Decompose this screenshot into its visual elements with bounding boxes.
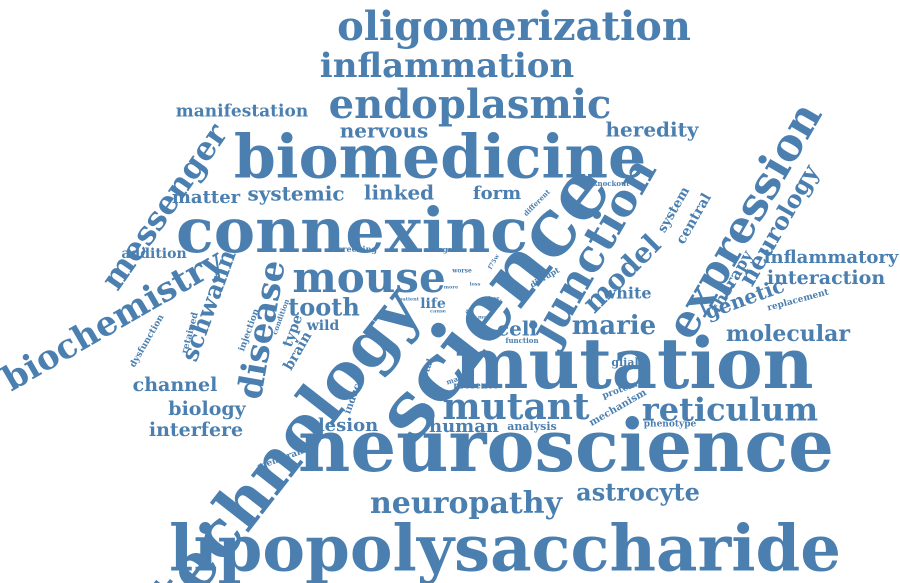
word-life: life [420,296,446,312]
word-function: function [505,336,538,345]
word-molecular: molecular [726,321,850,347]
word-inflammatory: inflammatory [764,247,899,268]
word-knockout: knockout [593,179,630,188]
word-neuroscience: neuroscience [298,403,834,488]
word-lesion: lesion [318,415,378,436]
word-human: human [429,416,499,437]
word-cause: cause [430,309,446,315]
word-screening: screening [333,244,377,254]
word-addition: addition [121,246,186,262]
word-presence: presence [453,382,499,392]
word-systemic: systemic [247,182,344,206]
word-mutant: mutant [442,386,589,428]
word-mod: mod [478,315,491,321]
word-str: str [496,298,505,308]
word-loss: loss [470,282,481,288]
word-oligomerization: oligomerization [337,3,691,50]
word-white: white [601,284,651,303]
word-analysis: analysis [507,420,556,433]
word-form: form [473,183,521,204]
word-worse: worse [451,268,472,275]
word-biology: biology [168,398,246,420]
word-matter: matter [172,187,241,208]
word-interfere: interfere [149,419,243,441]
word-reticulum: reticulum [642,391,818,429]
word-endoplasmic: endoplasmic [329,81,612,128]
word-nervous: nervous [340,119,429,143]
word-mouse: mouse [292,253,445,302]
word-biomedicine: biomedicine [234,123,646,193]
word-neuropathy: neuropathy [370,486,564,521]
word-linked: linked [364,181,434,205]
word-ff: ff [465,308,473,315]
word-interaction: interaction [767,267,885,289]
word-patient: patient [399,297,420,303]
word-astrocyte: astrocyte [576,478,700,507]
word-phenotype: phenotype [644,420,697,430]
word-lipopolysaccharide: lipopolysaccharide [169,512,841,583]
word-marie: marie [572,311,656,341]
word-inflammation: inflammation [320,46,574,86]
word-manifestation: manifestation [176,102,308,122]
word-connexinc: connexinc [176,194,528,267]
word-glial: glial [611,356,638,369]
word-mutation: mutation [454,322,813,405]
word-wild: wild [306,318,340,334]
word-heredity: heredity [606,118,700,142]
word-cell: cell [497,317,538,341]
word-channel: channel [133,374,218,396]
word-change: change [424,245,453,254]
word-more: more [444,285,458,291]
word-tooth: tooth [288,293,360,322]
word-lose: lose [488,296,499,302]
